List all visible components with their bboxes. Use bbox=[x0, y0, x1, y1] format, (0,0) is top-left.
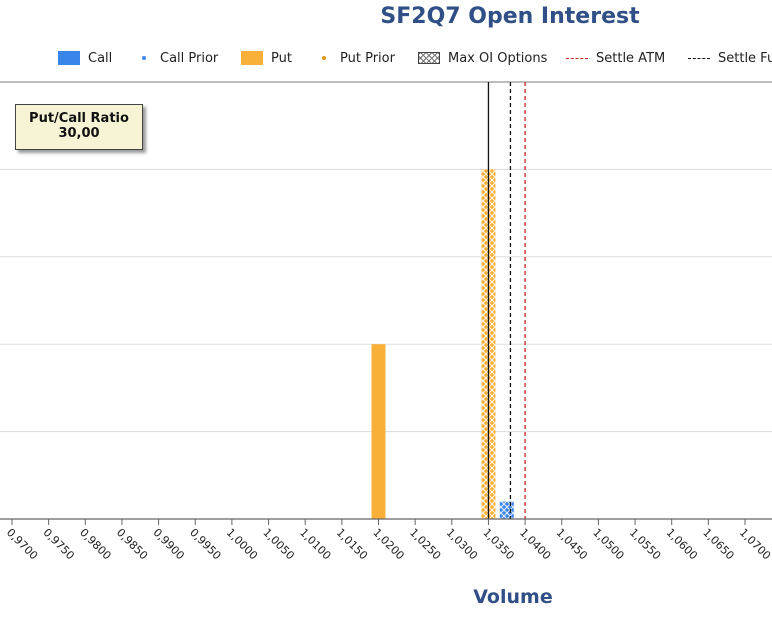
legend-label-settle-atm: Settle ATM bbox=[596, 50, 666, 66]
x-tick-label: 1,0300 bbox=[444, 526, 480, 562]
x-tick-label: 1,0100 bbox=[297, 526, 333, 562]
x-axis-label: Volume bbox=[473, 586, 552, 608]
x-tick-label: 1,0500 bbox=[590, 526, 626, 562]
x-tick-label: 1,0600 bbox=[664, 526, 700, 562]
legend-item-put[interactable]: Put bbox=[241, 48, 292, 68]
x-tick-label: 1,0200 bbox=[370, 526, 406, 562]
legend-swatch-max-oi bbox=[418, 52, 440, 64]
x-tick-label: 0,9700 bbox=[4, 526, 40, 562]
bar-hatch-max-oi bbox=[499, 501, 514, 519]
put-call-ratio-box: Put/Call Ratio 30,00 bbox=[15, 104, 143, 150]
x-tick-label: 1,0050 bbox=[260, 526, 296, 562]
legend-item-call[interactable]: Call bbox=[58, 48, 112, 68]
legend-label-put: Put bbox=[271, 50, 292, 66]
legend-swatch-settle-atm bbox=[566, 57, 588, 59]
x-tick-label: 0,9750 bbox=[41, 526, 77, 562]
legend-item-settle-fut[interactable]: Settle Fut bbox=[688, 48, 772, 68]
legend-item-call-prior[interactable]: Call Prior bbox=[136, 48, 218, 68]
legend-swatch-put bbox=[241, 51, 263, 65]
x-tick-label: 1,0000 bbox=[224, 526, 260, 562]
x-tick-label: 1,0450 bbox=[554, 526, 590, 562]
legend-item-put-prior[interactable]: Put Prior bbox=[316, 48, 395, 68]
legend-label-call: Call bbox=[88, 50, 113, 66]
x-tick-label: 0,9800 bbox=[77, 526, 113, 562]
x-tick-label: 1,0250 bbox=[407, 526, 443, 562]
legend-swatch-settle-fut bbox=[688, 57, 710, 59]
legend-item-max-oi[interactable]: Max OI Options bbox=[418, 48, 547, 68]
x-tick-label: 1,0400 bbox=[517, 526, 553, 562]
put-call-ratio-value: 30,00 bbox=[58, 126, 100, 141]
legend-label-settle-fut: Settle Fut bbox=[718, 50, 772, 66]
put-call-ratio-label: Put/Call Ratio bbox=[29, 111, 129, 126]
x-tick-label: 0,9900 bbox=[150, 526, 186, 562]
legend-label-max-oi: Max OI Options bbox=[448, 50, 548, 66]
x-tick-label: 1,0700 bbox=[737, 526, 772, 562]
x-tick-label: 0,9950 bbox=[187, 526, 223, 562]
chart-title: SF2Q7 Open Interest bbox=[380, 4, 640, 29]
legend-label-call-prior: Call Prior bbox=[160, 50, 219, 66]
x-tick-label: 0,9850 bbox=[114, 526, 150, 562]
bar-put bbox=[371, 344, 386, 519]
x-tick-label: 1,0550 bbox=[627, 526, 663, 562]
x-tick-label: 1,0350 bbox=[480, 526, 516, 562]
legend-item-settle-atm[interactable]: Settle ATM bbox=[566, 48, 665, 68]
legend-swatch-call-prior bbox=[142, 56, 146, 60]
x-tick-label: 1,0650 bbox=[700, 526, 736, 562]
legend-swatch-call bbox=[58, 51, 80, 65]
legend-label-put-prior: Put Prior bbox=[340, 50, 395, 66]
x-tick-label: 1,0150 bbox=[334, 526, 370, 562]
legend-swatch-put-prior bbox=[322, 56, 326, 60]
